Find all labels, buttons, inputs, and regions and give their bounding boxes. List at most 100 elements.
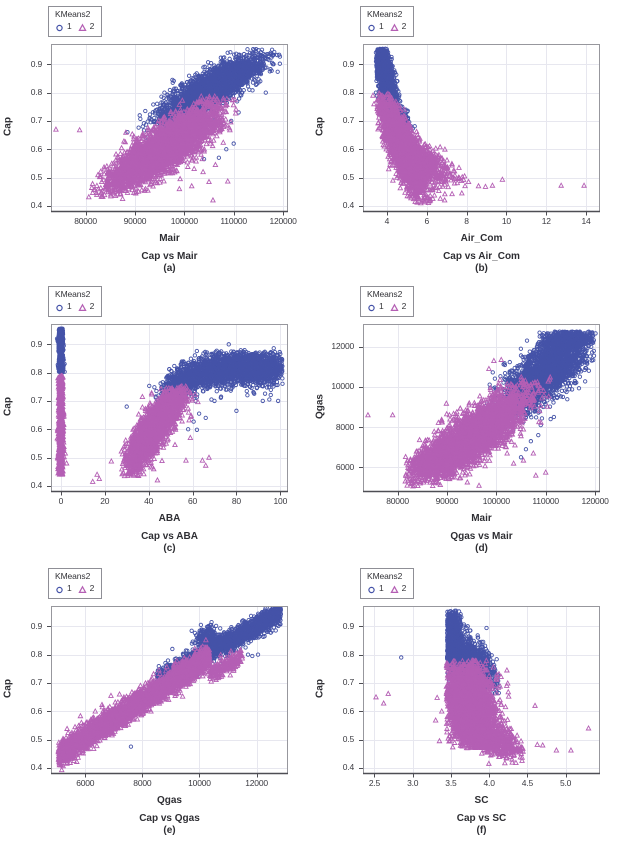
x-tick-label: 80000 [386,496,409,506]
x-tick-label: 4.0 [483,778,495,788]
x-tick-label: 10 [501,216,511,226]
y-axis-label: Cap [2,116,14,136]
legend-item-label: 1 [67,583,72,594]
legend-title: KMeans2 [367,9,403,19]
x-axis-label: Mair [159,233,180,244]
x-tick-label: 80000 [74,216,97,226]
x-tick-label: 3.5 [445,778,457,788]
triangle-marker-icon [78,585,87,593]
legend-item-cluster2: 2 [78,583,95,594]
x-tick-label: 120000 [581,496,609,506]
y-tick-label: 0.9 [30,338,42,349]
scatter-plot-canvas [46,324,290,498]
triangle-marker-icon [78,303,87,311]
x-tick-label: 8000 [133,778,152,788]
legend-item-cluster2: 2 [78,21,94,32]
legend-item-cluster1: 1 [55,583,72,594]
y-tick-label: 0.9 [342,58,354,69]
y-axis-label: Cap [2,678,14,698]
legend-item-cluster1: 1 [55,301,72,312]
x-tick-label: 110000 [220,216,247,226]
scatter-figure-f: KMeans2 1 2 0.4 0.5 0.6 0.7 0.8 0.9 2.5 3.0 3.5 4.0 4… [312,562,624,845]
figure-title: Qgas vs Mair [450,531,513,542]
legend-item-cluster2: 2 [390,301,407,312]
y-tick-label: 0.9 [30,58,42,69]
x-tick-label: 6000 [76,778,95,788]
legend-box: KMeans2 1 2 [360,568,415,599]
scatter-figure-b: KMeans2 1 2 0.4 0.5 0.6 0.7 0.8 0.9 4 6 8 10 12 14 Cap A… [312,0,624,280]
x-axis-label: Air_Com [460,233,503,244]
y-tick-label: 0.8 [342,649,354,660]
x-tick-label: 0 [58,496,64,506]
triangle-marker-icon [390,585,399,593]
figure-title: Cap vs Mair [141,251,198,262]
legend-item-cluster1: 1 [367,583,384,594]
y-tick-label: 0.4 [30,762,42,773]
y-tick-label: 0.9 [342,620,354,631]
legend-title: KMeans2 [367,571,403,581]
x-axis-label: Mair [471,513,492,524]
figure-index: (e) [163,825,176,836]
x-tick-label: 2.5 [368,778,381,788]
figure-index: (d) [475,543,488,554]
triangle-marker-icon [390,303,399,311]
legend-item-label: 1 [379,301,384,312]
legend-item-label: 1 [67,301,72,312]
x-tick-label: 8 [464,216,469,226]
legend-title: KMeans2 [367,289,403,299]
y-tick-label: 0.4 [30,480,42,491]
legend-item-label: 1 [379,21,384,32]
y-tick-label: 0.7 [30,395,42,406]
x-tick-label: 5.0 [559,778,572,788]
figure-index: (b) [475,263,488,274]
triangle-marker-icon [78,23,87,31]
y-tick-label: 8000 [335,421,354,432]
scatter-plot-canvas [358,44,602,218]
x-tick-label: 4.5 [521,778,533,788]
x-tick-label: 60 [188,496,198,506]
y-tick-label: 0.4 [342,762,354,773]
x-tick-label: 3.0 [407,778,419,788]
x-axis-label: SC [474,795,489,806]
x-tick-label: 100000 [170,216,198,226]
x-tick-label: 4 [384,216,390,226]
legend-item-label: 2 [401,301,407,312]
legend-item-label: 2 [89,583,95,594]
y-tick-label: 0.5 [30,452,42,463]
x-tick-label: 100000 [482,496,510,506]
figure-index: (f) [476,825,487,836]
y-tick-label: 0.8 [30,87,42,98]
y-tick-label: 0.8 [30,367,42,378]
circle-marker-icon [56,586,63,593]
y-tick-label: 0.8 [342,87,354,98]
legend-item-cluster2: 2 [390,583,406,594]
y-tick-label: 0.4 [342,200,354,211]
figure-title: Cap vs ABA [141,531,198,542]
circle-marker-icon [368,304,375,311]
legend-item-label: 2 [89,301,95,312]
y-tick-label: 0.5 [342,734,354,745]
legend-item-cluster1: 1 [367,21,384,32]
x-tick-label: 6 [424,216,429,226]
y-tick-label: 6000 [335,461,354,472]
figure-title: Cap vs Qgas [139,813,200,824]
y-tick-label: 0.7 [30,677,42,688]
legend-box: KMeans2 1 2 [48,286,103,317]
scatter-plot-canvas [358,606,602,780]
circle-marker-icon [56,304,63,311]
circle-marker-icon [368,24,375,31]
figure-title: Cap vs SC [456,813,507,824]
figure-title: Cap vs Air_Com [443,251,520,262]
y-tick-label: 0.5 [30,734,42,745]
y-axis-label: Cap [314,116,326,136]
legend-title: KMeans2 [55,571,91,581]
y-tick-label: 0.6 [30,143,42,154]
x-tick-label: 80 [231,496,241,506]
y-tick-label: 0.5 [342,172,354,183]
x-tick-label: 14 [581,216,591,226]
y-axis-label: Cap [314,678,326,698]
